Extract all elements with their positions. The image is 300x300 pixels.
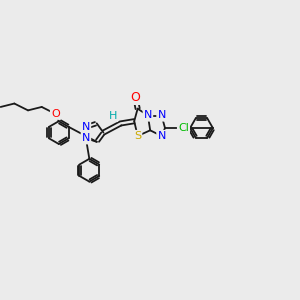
Text: H: H bbox=[109, 111, 117, 121]
Text: N: N bbox=[144, 110, 152, 121]
Text: S: S bbox=[134, 131, 141, 141]
Text: N: N bbox=[82, 122, 90, 132]
Text: O: O bbox=[130, 91, 140, 104]
Text: Cl: Cl bbox=[178, 123, 189, 133]
Text: N: N bbox=[158, 131, 166, 141]
Text: N: N bbox=[82, 133, 90, 143]
Text: N: N bbox=[158, 110, 166, 121]
Text: O: O bbox=[51, 109, 60, 119]
